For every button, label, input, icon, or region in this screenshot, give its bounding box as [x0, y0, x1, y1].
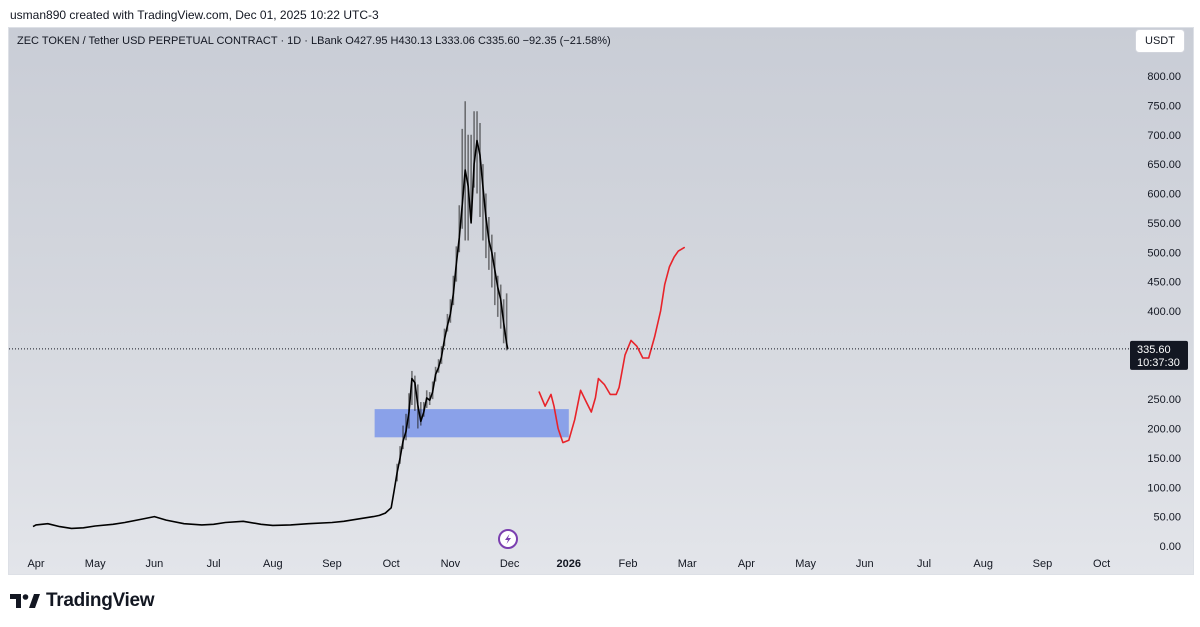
- y-tick-label: 200.00: [1147, 424, 1181, 436]
- x-tick-label: Mar: [678, 558, 697, 570]
- x-tick-label: Dec: [500, 558, 520, 570]
- x-tick-label: Sep: [322, 558, 342, 570]
- flash-badge-icon[interactable]: [498, 529, 518, 549]
- x-tick-label: Aug: [263, 558, 283, 570]
- y-tick-label: 50.00: [1153, 512, 1181, 524]
- x-tick-label: Apr: [27, 558, 44, 570]
- x-tick-label: Nov: [441, 558, 461, 570]
- brand-name: TradingView: [46, 590, 155, 611]
- y-tick-label: 150.00: [1147, 453, 1181, 465]
- y-tick-label: 750.00: [1147, 100, 1181, 112]
- price-chart[interactable]: 0.00 50.00 100.00 150.00 200.00 250.00 400.00 4…: [9, 28, 1193, 574]
- last-price-label: 335.60 10:37:30: [1130, 340, 1188, 370]
- y-tick-label: 0.00: [1160, 541, 1181, 553]
- x-tick-label: Jul: [207, 558, 221, 570]
- attribution-text: usman890 created with TradingView.com, D…: [10, 8, 379, 22]
- x-tick-label: Jul: [917, 558, 931, 570]
- y-tick-label: 100.00: [1147, 482, 1181, 494]
- x-tick-label: Jun: [146, 558, 164, 570]
- y-tick-label: 250.00: [1147, 394, 1181, 406]
- y-tick-label: 400.00: [1147, 306, 1181, 318]
- x-tick-label: 2026: [557, 558, 581, 570]
- tradingview-logo-icon: [10, 594, 40, 608]
- y-tick-label: 700.00: [1147, 130, 1181, 142]
- last-price-value: 335.60: [1137, 344, 1171, 356]
- bar-countdown: 10:37:30: [1137, 357, 1180, 369]
- x-tick-label: Sep: [1033, 558, 1053, 570]
- x-tick-label: Jun: [856, 558, 874, 570]
- x-tick-label: Oct: [383, 558, 400, 570]
- tradingview-logo[interactable]: TradingView: [10, 590, 155, 612]
- symbol-title: ZEC TOKEN / Tether USD PERPETUAL CONTRAC…: [17, 35, 343, 47]
- projection-drawing[interactable]: [538, 246, 685, 444]
- ohlc-values: O427.95 H430.13 L333.06 C335.60 −92.35 (…: [345, 35, 611, 47]
- x-tick-label: Aug: [973, 558, 993, 570]
- y-tick-label: 650.00: [1147, 159, 1181, 171]
- chart-area[interactable]: ZEC TOKEN / Tether USD PERPETUAL CONTRAC…: [8, 27, 1194, 575]
- x-tick-label: Feb: [619, 558, 638, 570]
- x-tick-label: Apr: [738, 558, 755, 570]
- y-tick-label: 600.00: [1147, 189, 1181, 201]
- x-tick-label: Oct: [1093, 558, 1110, 570]
- x-tick-label: May: [795, 558, 816, 570]
- y-tick-label: 800.00: [1147, 71, 1181, 83]
- x-tick-label: May: [85, 558, 106, 570]
- price-series-line: [32, 139, 509, 530]
- symbol-ohlc-legend: ZEC TOKEN / Tether USD PERPETUAL CONTRAC…: [17, 35, 611, 47]
- y-tick-label: 550.00: [1147, 218, 1181, 230]
- y-tick-label: 500.00: [1147, 247, 1181, 259]
- currency-button[interactable]: USDT: [1135, 29, 1185, 53]
- y-tick-label: 450.00: [1147, 277, 1181, 289]
